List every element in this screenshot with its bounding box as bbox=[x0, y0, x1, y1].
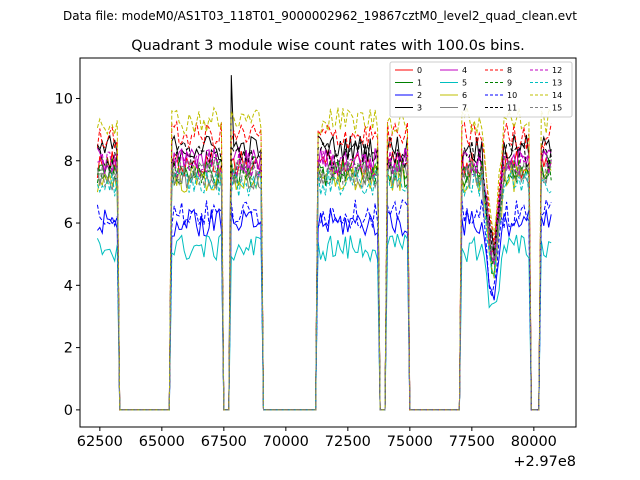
legend-label-1: 1 bbox=[417, 79, 422, 88]
legend-label-11: 11 bbox=[507, 104, 517, 113]
series-line-5 bbox=[96, 232, 552, 411]
series-line-10 bbox=[96, 199, 552, 411]
x-tick-label: 70000 bbox=[263, 434, 309, 450]
series-line-11 bbox=[96, 140, 552, 411]
x-tick-label: 77500 bbox=[449, 434, 495, 450]
legend-label-2: 2 bbox=[417, 91, 422, 100]
x-tick-label: 65000 bbox=[139, 434, 185, 450]
y-tick-label: 8 bbox=[64, 154, 73, 170]
axis-ticks: 62500 65000 67500 70000 72500 75000 77500 80000… bbox=[55, 91, 557, 450]
legend-label-0: 0 bbox=[417, 66, 422, 75]
series-layer bbox=[96, 75, 552, 411]
series-line-12 bbox=[97, 148, 552, 411]
y-tick-label: 0 bbox=[64, 403, 73, 419]
legend-label-14: 14 bbox=[552, 91, 562, 100]
legend-label-7: 7 bbox=[462, 104, 467, 113]
plot-frame bbox=[79, 57, 577, 428]
legend-label-6: 6 bbox=[462, 91, 467, 100]
y-tick-label: 10 bbox=[55, 91, 73, 107]
legend-label-10: 10 bbox=[507, 91, 517, 100]
legend-label-15: 15 bbox=[552, 104, 562, 113]
legend-label-4: 4 bbox=[462, 66, 467, 75]
series-line-2 bbox=[97, 207, 552, 411]
y-tick-label: 6 bbox=[64, 216, 73, 232]
legend-label-8: 8 bbox=[507, 66, 512, 75]
x-tick-label: 72500 bbox=[325, 434, 371, 450]
series-line-15 bbox=[96, 159, 552, 411]
series-line-3 bbox=[97, 75, 552, 411]
series-line-13 bbox=[96, 167, 552, 411]
y-tick-label: 4 bbox=[64, 278, 73, 294]
x-tick-label: 62500 bbox=[77, 434, 123, 450]
x-tick-label: 80000 bbox=[511, 434, 557, 450]
x-tick-label: 67500 bbox=[201, 434, 247, 450]
y-tick-label: 2 bbox=[64, 341, 73, 357]
x-offset-label: +2.97e8 bbox=[513, 454, 576, 470]
legend-frame bbox=[389, 61, 573, 118]
x-tick-label: 75000 bbox=[387, 434, 433, 450]
legend-label-13: 13 bbox=[552, 79, 562, 88]
series-line-14 bbox=[96, 106, 552, 411]
chart-title: Quadrant 3 module wise count rates with … bbox=[131, 38, 525, 54]
legend-label-3: 3 bbox=[417, 104, 422, 113]
legend-label-12: 12 bbox=[552, 66, 562, 75]
legend-label-9: 9 bbox=[507, 79, 512, 88]
legend-label-5: 5 bbox=[462, 79, 467, 88]
figure-suptitle: Data file: modeM0/AS1T03_118T01_90000029… bbox=[63, 9, 577, 23]
